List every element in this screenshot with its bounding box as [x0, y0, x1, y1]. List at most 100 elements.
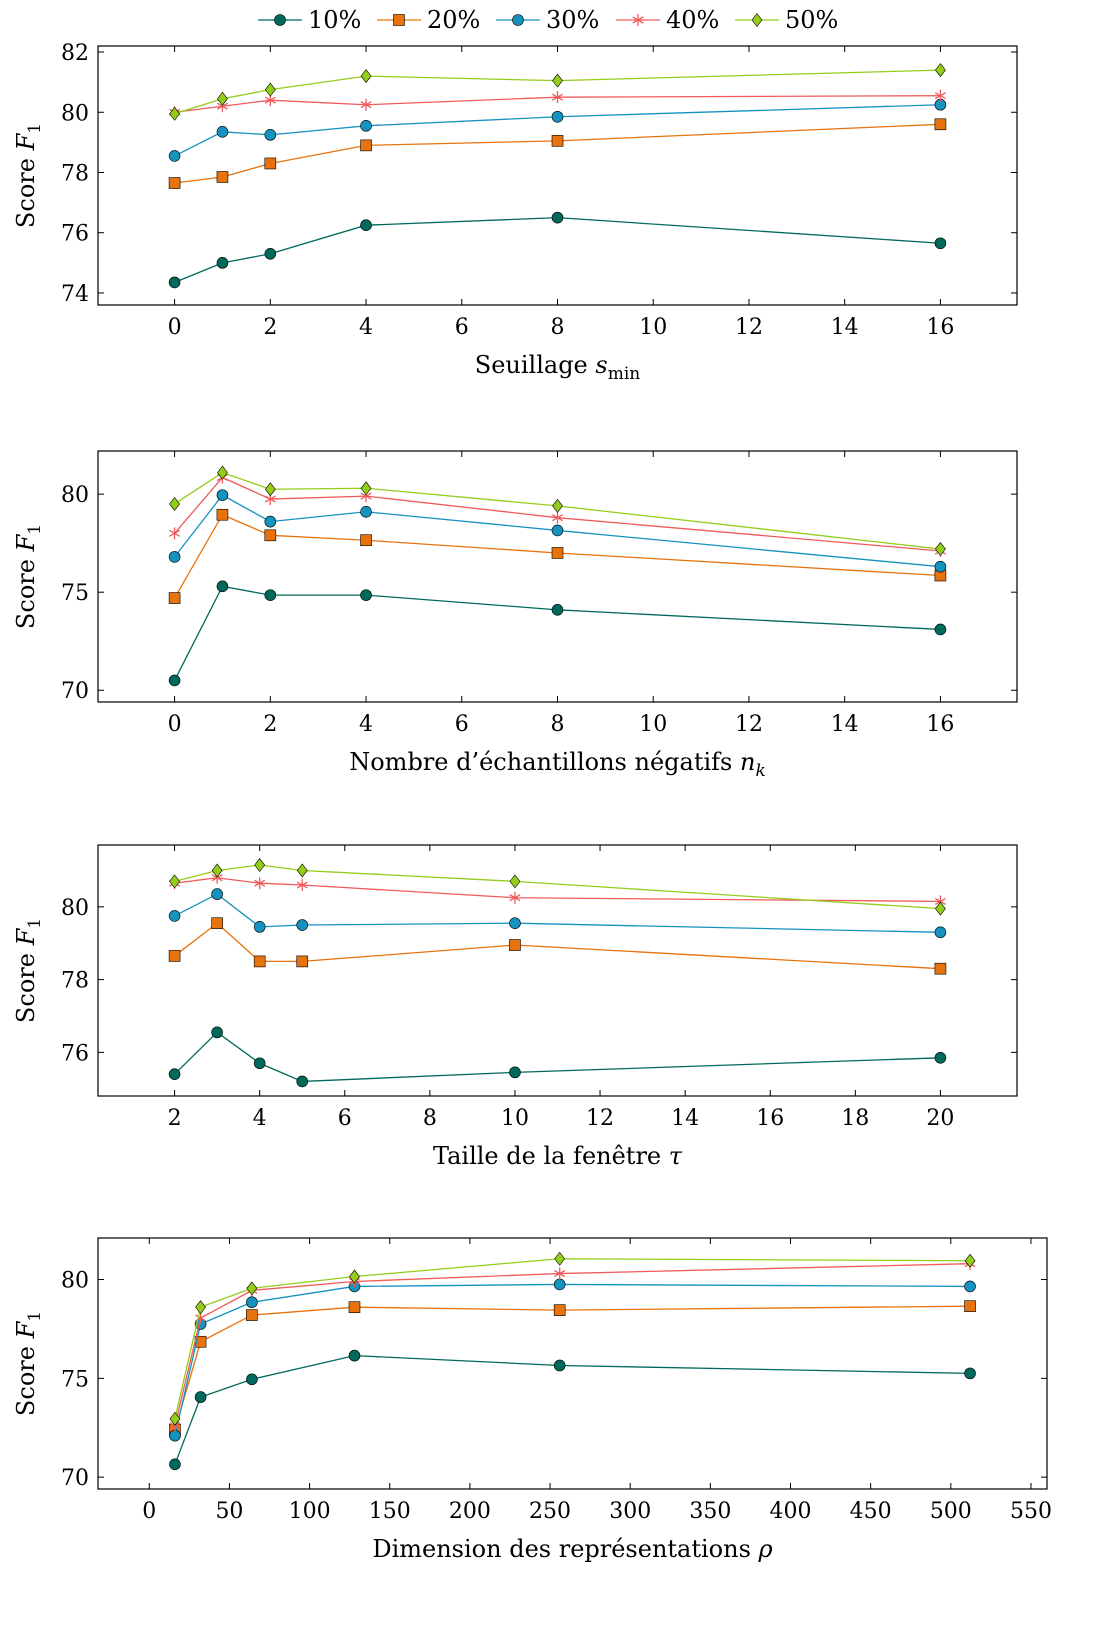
x-tick-label: 250 — [529, 1499, 571, 1524]
data-point — [360, 481, 372, 496]
data-point — [168, 177, 181, 189]
data-point — [211, 917, 223, 930]
data-point — [553, 1304, 566, 1316]
y-tick-label: 80 — [61, 101, 89, 126]
x-tick-label: 0 — [168, 712, 182, 737]
data-point — [360, 505, 372, 518]
legend-label: 40% — [666, 6, 719, 34]
data-point — [217, 465, 228, 480]
plot-frame — [97, 1237, 1048, 1490]
series-line — [174, 877, 941, 903]
data-point — [551, 511, 564, 524]
y-axis-label: Score F1 — [12, 524, 45, 629]
data-point — [509, 891, 521, 904]
x-tick-label: 14 — [671, 1106, 699, 1131]
x-tick-label: 0 — [168, 315, 182, 340]
x-tick-label: 10 — [639, 712, 667, 737]
x-tick-label: 50 — [215, 1499, 243, 1524]
data-point — [348, 1301, 361, 1313]
data-point — [509, 1066, 521, 1079]
chart-panel: 0 50 100 150 200 250 300 350 400 450 500 550 70 75 80 D… — [12, 1237, 1052, 1563]
data-point — [264, 82, 276, 97]
data-point — [551, 547, 564, 559]
legend-label: 30% — [546, 6, 599, 34]
data-point — [216, 126, 229, 138]
data-point — [169, 874, 180, 889]
data-point — [217, 91, 228, 106]
series-line — [174, 95, 941, 113]
data-point — [964, 1300, 976, 1312]
data-point — [216, 171, 229, 183]
x-tick-label: 16 — [756, 1106, 784, 1131]
x-tick-label: 300 — [609, 1499, 651, 1524]
x-tick-label: 550 — [1010, 1499, 1052, 1524]
x-tick-label: 150 — [369, 1499, 411, 1524]
data-point — [964, 1280, 976, 1293]
data-point — [360, 139, 372, 152]
data-point — [553, 1278, 566, 1291]
x-tick-label: 12 — [586, 1106, 614, 1131]
x-tick-label: 350 — [689, 1499, 731, 1524]
x-axis-label: Taille de la fenêtre τ — [433, 1142, 683, 1170]
x-tick-label: 4 — [359, 712, 373, 737]
y-tick-label: 80 — [61, 896, 89, 921]
data-point — [216, 489, 229, 501]
data-point — [216, 580, 229, 593]
legend-entry: 50% — [735, 6, 838, 34]
data-point — [551, 91, 564, 104]
data-point — [554, 1267, 566, 1280]
data-point — [551, 211, 564, 224]
series-line — [174, 471, 941, 550]
series-line — [174, 69, 941, 115]
y-tick-label: 70 — [61, 679, 89, 704]
x-tick-label: 2 — [263, 712, 277, 737]
x-tick-label: 18 — [841, 1106, 869, 1131]
x-tick-label: 200 — [449, 1499, 491, 1524]
data-point — [296, 863, 308, 878]
data-point — [296, 919, 309, 931]
y-tick-label: 78 — [61, 161, 89, 186]
series-line — [174, 104, 941, 157]
data-point — [360, 98, 372, 111]
data-point — [264, 157, 277, 170]
series-line — [174, 1283, 971, 1436]
data-point — [349, 1269, 360, 1284]
data-point — [934, 623, 947, 636]
y-tick-label: 76 — [61, 1041, 89, 1066]
x-tick-label: 16 — [926, 315, 954, 340]
data-point — [168, 551, 181, 563]
series-line — [174, 1258, 971, 1419]
data-point — [551, 110, 564, 123]
data-point — [253, 921, 266, 933]
data-point — [296, 1075, 309, 1088]
chart-panel: 2 4 6 8 10 12 14 16 18 20 76 78 80 Taille de la fenêt… — [12, 844, 1018, 1170]
chart-panel: 0 2 4 6 8 10 12 14 16 74 76 78 80 82 Seuillage smin Sco… — [12, 41, 1018, 384]
x-tick-label: 6 — [455, 712, 469, 737]
data-point — [264, 515, 277, 528]
data-point — [964, 1367, 976, 1380]
data-point — [168, 592, 181, 604]
data-point — [246, 1296, 258, 1309]
data-point — [216, 508, 229, 521]
legend-entry: 30% — [496, 6, 599, 34]
y-tick-label: 75 — [61, 1367, 89, 1392]
data-point — [552, 73, 563, 88]
data-point — [168, 950, 181, 962]
legend-marker — [632, 14, 644, 26]
data-point — [551, 524, 564, 537]
data-point — [211, 863, 223, 878]
data-point — [360, 589, 372, 601]
series-line — [174, 893, 941, 933]
data-point — [551, 135, 564, 147]
data-point — [551, 604, 564, 616]
data-point — [246, 1281, 258, 1296]
y-axis-label: Score F1 — [12, 1311, 45, 1416]
data-point — [253, 955, 266, 968]
data-point — [253, 1057, 266, 1070]
data-point — [168, 276, 181, 289]
x-tick-label: 8 — [551, 315, 565, 340]
x-tick-label: 14 — [831, 315, 859, 340]
x-tick-label: 10 — [501, 1106, 529, 1131]
x-axis-label: Seuillage smin — [475, 351, 641, 384]
